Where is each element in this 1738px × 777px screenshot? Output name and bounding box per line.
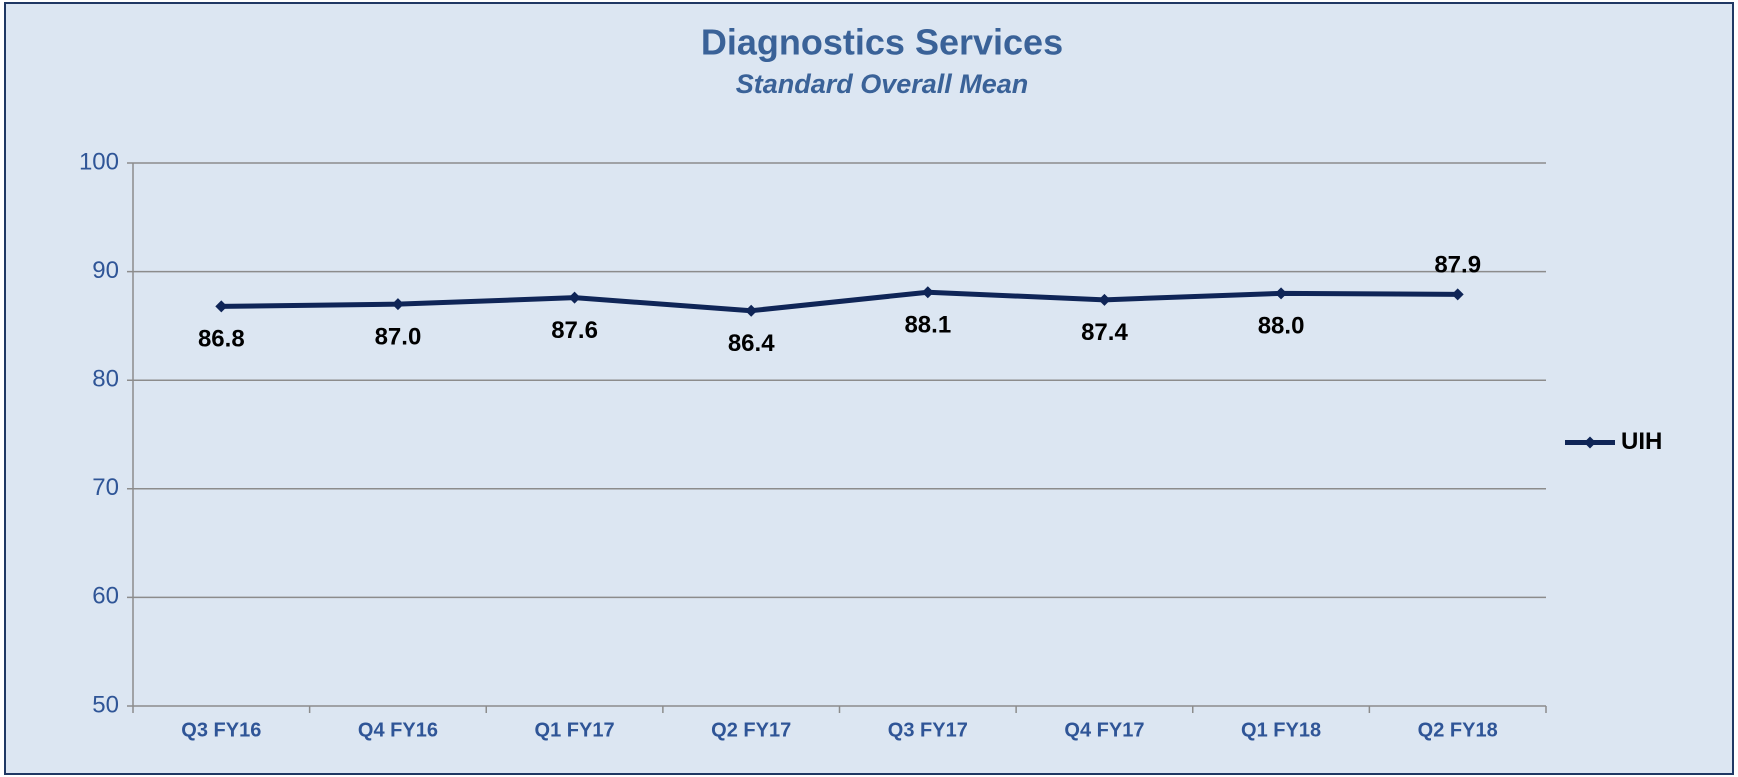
x-tick-label: Q3 FY16	[181, 719, 261, 741]
y-tick-label: 70	[92, 474, 119, 501]
x-tick-label: Q2 FY18	[1418, 719, 1498, 741]
data-point	[391, 298, 404, 311]
data-label: 86.8	[198, 326, 245, 353]
y-tick-label: 60	[92, 583, 119, 610]
data-label: 88.1	[904, 312, 951, 339]
data-label: 86.4	[728, 330, 775, 357]
data-point	[745, 304, 758, 317]
chart-subtitle: Standard Overall Mean	[736, 69, 1029, 99]
y-tick-label: 100	[79, 148, 119, 175]
data-point	[568, 291, 581, 304]
data-line	[221, 289, 1458, 314]
x-tick-label: Q1 FY18	[1241, 719, 1321, 741]
x-tick-label: Q1 FY17	[535, 719, 615, 741]
chart-title: Diagnostics Services	[701, 22, 1063, 63]
legend-marker	[1584, 436, 1596, 449]
data-label: 88.0	[1258, 313, 1305, 340]
data-point	[1275, 287, 1288, 300]
x-tick-label: Q4 FY17	[1064, 719, 1144, 741]
data-point	[215, 300, 228, 313]
y-tick-label: 90	[92, 257, 119, 284]
data-label: 87.9	[1434, 252, 1481, 279]
x-tick-label: Q3 FY17	[888, 719, 968, 741]
legend-label: UIH	[1621, 428, 1662, 455]
x-tick-label: Q2 FY17	[711, 719, 791, 741]
y-tick-label: 50	[92, 691, 119, 718]
y-tick-label: 80	[92, 366, 119, 393]
data-point	[921, 286, 934, 299]
data-label: 87.6	[551, 317, 598, 344]
data-label: 87.4	[1081, 319, 1128, 346]
chart-background	[4, 2, 1734, 775]
x-tick-label: Q4 FY16	[358, 719, 438, 741]
data-label: 87.0	[375, 324, 422, 351]
data-point	[1451, 288, 1464, 301]
data-point	[1098, 293, 1111, 306]
